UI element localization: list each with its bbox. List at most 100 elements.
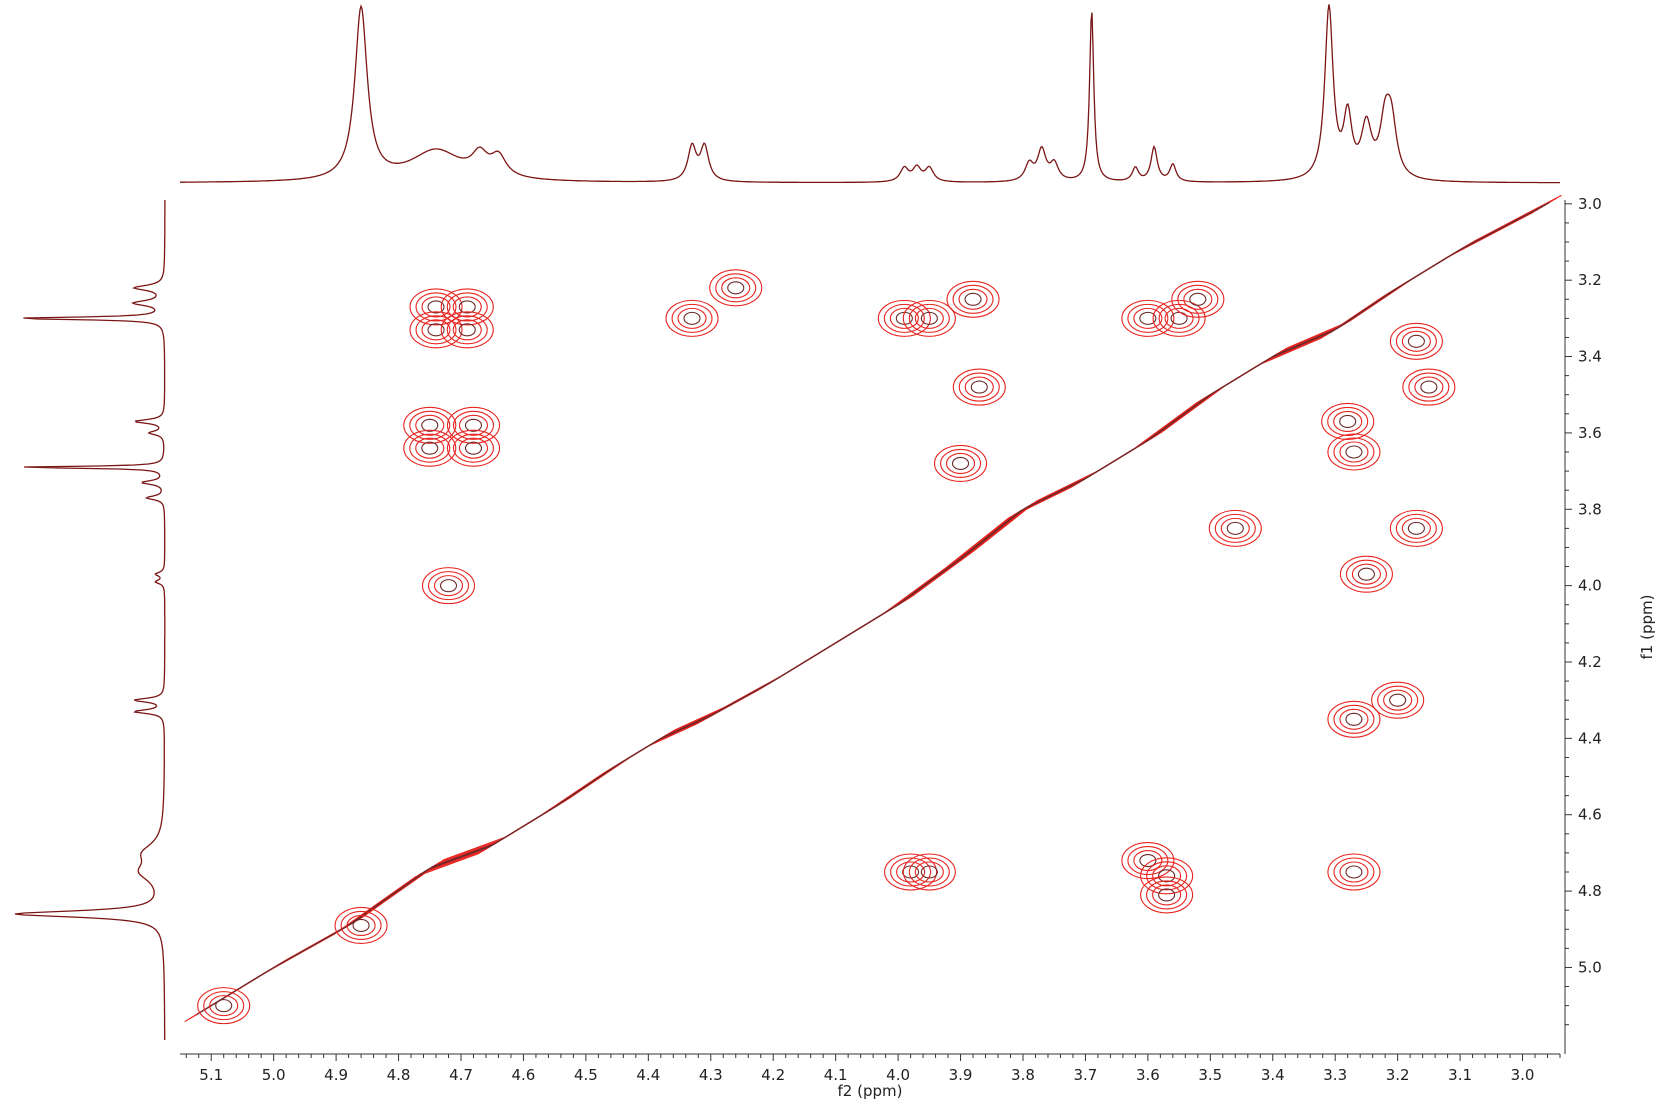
cross-peak-contour — [458, 437, 489, 459]
cross-peak-contour — [464, 418, 483, 432]
cross-peak-contour — [902, 299, 956, 337]
cross-peak — [1208, 509, 1262, 547]
cross-peak-contour — [440, 311, 494, 349]
cross-peak-contour — [1327, 700, 1381, 738]
cross-peak-contour — [952, 284, 994, 314]
x-axis: 5.1 5.0 4.9 4.8 4.7 4.6 4.5 4.4 4.3 4.2 4.1 4.0 3.9 3… — [180, 1053, 1561, 1084]
cross-peak-contour — [1395, 513, 1437, 543]
cross-peak-contour — [452, 433, 495, 463]
cross-peak — [709, 269, 763, 307]
top-projection-spectrum — [180, 4, 1560, 184]
contour-plot-area — [184, 194, 1562, 1025]
cross-peak-contour — [352, 918, 370, 933]
cross-peak-contour — [1139, 311, 1157, 325]
y-tick-label: 4.4 — [1578, 729, 1602, 747]
x-tick-label: 3.4 — [1261, 1066, 1285, 1084]
cross-peak — [902, 853, 956, 891]
cross-peak-contour — [1127, 845, 1169, 876]
cross-peak-contour — [1407, 521, 1425, 535]
cross-peak-contour — [677, 307, 707, 329]
cross-peak — [1327, 853, 1381, 891]
cross-peak — [1339, 555, 1393, 593]
cross-peak-contour — [1345, 559, 1387, 589]
y-tick-label: 4.0 — [1578, 577, 1602, 595]
y-tick-label: 3.6 — [1578, 424, 1602, 442]
cross-peak-contour — [215, 999, 233, 1013]
cross-peak — [1140, 876, 1194, 914]
x-tick-label: 3.1 — [1448, 1066, 1472, 1084]
cross-peak-contour — [1171, 280, 1225, 318]
cross-peak-contour — [1146, 861, 1188, 891]
cross-peak-contour — [1339, 555, 1393, 593]
cross-peak-contour — [1164, 307, 1194, 329]
cross-peak-contour — [1371, 681, 1425, 719]
cross-peak — [334, 906, 388, 945]
cross-peak-contour — [458, 300, 476, 314]
cross-peak-contour — [1333, 410, 1363, 433]
cross-peak-contour — [415, 315, 457, 345]
cross-peak-contour — [415, 292, 457, 322]
y-tick-label: 3.0 — [1578, 195, 1602, 213]
cross-peak-contour — [1327, 433, 1381, 471]
cross-peak-contour — [896, 861, 926, 883]
cross-peak-contour — [415, 414, 445, 436]
cross-peak — [197, 987, 251, 1025]
cross-peak-contour — [197, 987, 251, 1025]
cross-peak-contour — [1345, 865, 1363, 879]
cross-peak-contour — [877, 299, 931, 337]
cross-peak-contour — [409, 433, 451, 463]
x-tick-label: 4.5 — [574, 1066, 598, 1084]
cross-peak-contour — [1333, 437, 1375, 467]
cross-peak-contour — [440, 288, 494, 326]
cross-peak-contour — [458, 323, 476, 337]
cross-peak — [403, 406, 457, 444]
cross-peak-contour — [1220, 517, 1250, 539]
cross-peak-contours — [197, 269, 1456, 1025]
cross-peak-contour — [409, 311, 463, 349]
cross-peak-contour — [1402, 368, 1456, 406]
cross-peak — [409, 311, 463, 349]
diagonal-contours — [184, 194, 1562, 1023]
cross-peak — [933, 444, 988, 483]
y-tick-label: 3.8 — [1578, 500, 1602, 518]
x-tick-label: 4.9 — [324, 1066, 348, 1084]
cross-peak — [1389, 322, 1443, 360]
cross-peak — [1321, 402, 1375, 441]
top-projection-trace — [180, 4, 1560, 184]
cross-peak-contour — [952, 368, 1006, 406]
cross-peak-contour — [1158, 869, 1176, 883]
cross-peak-contour — [671, 303, 713, 333]
cross-peak-contour — [427, 571, 470, 601]
cross-peak-contour — [1226, 521, 1244, 535]
x-tick-label: 3.9 — [949, 1066, 973, 1084]
cross-peak-contour — [1351, 563, 1381, 585]
cross-peak-contour — [946, 280, 1000, 318]
cross-peak-contour — [1189, 292, 1207, 306]
cross-peak-contour — [421, 567, 476, 605]
cross-peak-contour — [1158, 888, 1176, 902]
cross-peak — [403, 429, 457, 467]
cross-peak-contour — [1339, 861, 1369, 883]
cross-peak-contour — [446, 315, 488, 345]
y-axis-label: f1 (ppm) — [1638, 595, 1656, 660]
cross-peak-contour — [1208, 509, 1262, 547]
cross-peak-contour — [403, 429, 457, 467]
cross-peak-contour — [446, 406, 501, 444]
cross-peak — [1121, 841, 1175, 880]
cross-peak-contour — [889, 307, 919, 329]
cross-peak-contour — [340, 910, 382, 941]
y-axis: 3.0 3.2 3.4 3.6 3.8 4.0 4.2 4.4 4.6 4.8 5.0 — [1564, 195, 1602, 1054]
cross-peak-contour — [902, 853, 956, 891]
cross-peak-contour — [415, 437, 445, 459]
cross-peak-contour — [1152, 884, 1182, 906]
cross-peak-contour — [458, 414, 489, 436]
x-tick-label: 4.2 — [761, 1066, 785, 1084]
cross-peak-contour — [914, 307, 944, 329]
cross-peak — [1121, 299, 1175, 337]
diagonal-contour-line — [193, 206, 1543, 1017]
cross-peak — [421, 567, 476, 605]
cross-peak-contour — [1327, 853, 1381, 891]
cross-peak-contour — [951, 456, 970, 471]
cross-peak-contour — [1407, 334, 1425, 348]
